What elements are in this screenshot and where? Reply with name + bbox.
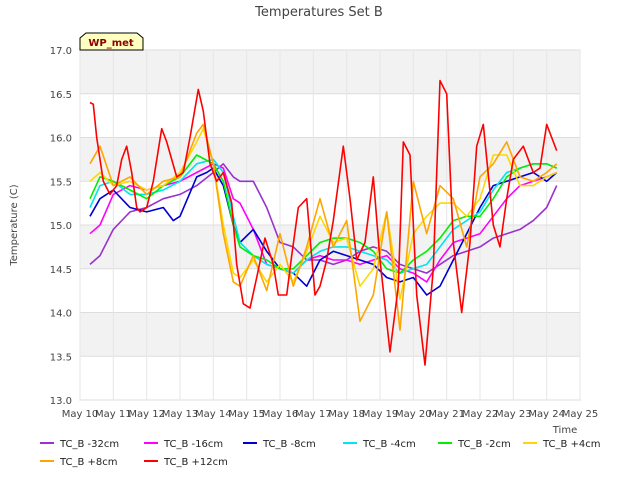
y-tick-label: 15.0 — [50, 221, 72, 232]
series-line-5 — [89, 127, 558, 301]
x-tick-label: May 22 — [462, 409, 499, 420]
y-tick-label: 16.0 — [50, 134, 72, 145]
x-tick-label: May 16 — [262, 409, 299, 420]
series-line-6 — [89, 123, 558, 331]
x-tick-label: May 23 — [495, 409, 532, 420]
grid-lines — [79, 49, 581, 401]
legend: TC_B -32cm TC_B -16cm TC_B -8cm TC_B -4cm TC… — [40, 439, 601, 468]
annotation-label: WP_met — [88, 38, 134, 49]
series-lines — [89, 79, 558, 366]
legend-label: TC_B -8cm — [262, 439, 316, 450]
x-tick-label: May 15 — [228, 409, 265, 420]
y-axis-ticks: 13.0 13.5 14.0 14.5 15.0 15.5 16.0 16.5 17.0 — [50, 46, 72, 407]
x-axis-label: Time — [552, 425, 577, 436]
y-tick-label: 15.5 — [50, 177, 72, 188]
x-tick-label: May 20 — [395, 409, 432, 420]
x-tick-label: May 14 — [195, 409, 232, 420]
x-tick-label: May 12 — [128, 409, 165, 420]
legend-label: TC_B +4cm — [542, 439, 601, 450]
x-tick-label: May 10 — [62, 409, 99, 420]
legend-label: TC_B +8cm — [59, 457, 118, 468]
annotation-box-shape — [79, 32, 144, 51]
series-line-3 — [89, 158, 558, 274]
legend-label: TC_B -32cm — [59, 439, 119, 450]
annotation-box: WP_met — [79, 32, 144, 51]
background-band — [80, 225, 580, 269]
x-tick-label: May 13 — [162, 409, 199, 420]
y-tick-label: 16.5 — [50, 90, 72, 101]
y-axis-label: Temperature (C) — [9, 184, 20, 266]
x-tick-label: May 11 — [95, 409, 132, 420]
legend-label: TC_B -4cm — [362, 439, 416, 450]
y-tick-label: 13.0 — [50, 396, 72, 407]
chart-title: Temperatures Set B — [254, 5, 383, 20]
legend-label: TC_B +12cm — [163, 457, 228, 468]
background-band — [80, 50, 580, 94]
x-tick-label: May 17 — [295, 409, 332, 420]
legend-label: TC_B -2cm — [457, 439, 511, 450]
x-tick-label: May 25 — [562, 409, 599, 420]
series-line-7 — [89, 79, 558, 366]
x-tick-label: May 21 — [428, 409, 465, 420]
x-tick-label: May 18 — [328, 409, 365, 420]
background-band — [80, 312, 580, 357]
legend-label: TC_B -16cm — [163, 439, 223, 450]
y-tick-label: 13.5 — [50, 352, 72, 363]
x-tick-label: May 24 — [528, 409, 565, 420]
y-tick-label: 17.0 — [50, 46, 72, 57]
y-tick-label: 14.0 — [50, 309, 72, 320]
y-tick-label: 14.5 — [50, 265, 72, 276]
x-tick-label: May 19 — [362, 409, 399, 420]
